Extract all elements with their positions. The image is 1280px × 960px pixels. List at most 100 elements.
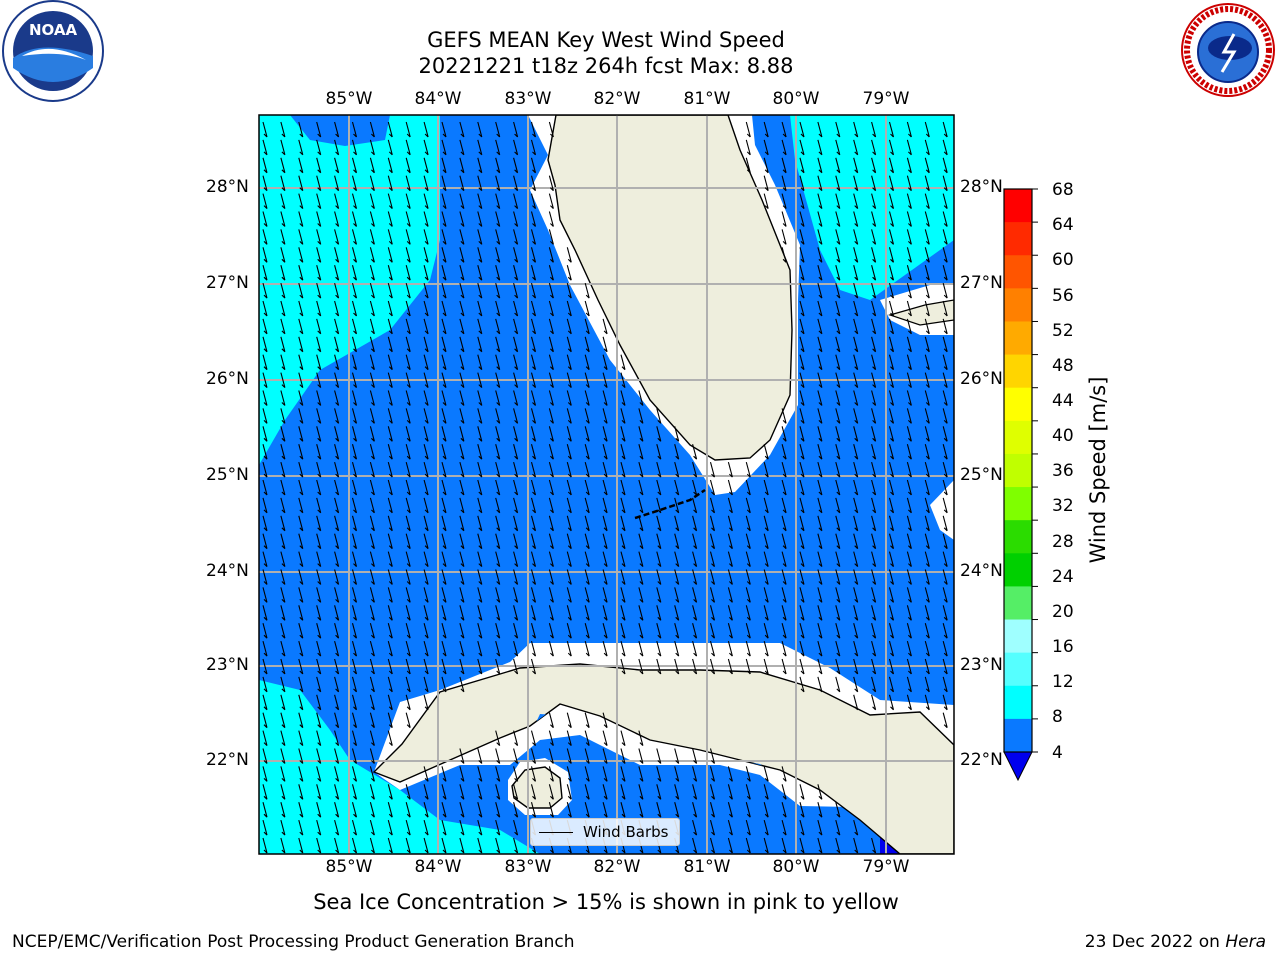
wind-barb	[477, 497, 483, 514]
lat-label-right-28n: 28°N	[960, 177, 1003, 197]
wind-barb	[692, 837, 698, 854]
wind-barb	[334, 265, 340, 281]
wind-barb	[298, 730, 304, 746]
wind-barb	[817, 658, 823, 675]
wind-barb	[369, 426, 375, 442]
wind-barb	[316, 193, 322, 209]
wind-barb	[334, 623, 340, 639]
wind-barb	[817, 551, 823, 567]
wind-barb	[871, 336, 877, 353]
wind-barb	[942, 551, 948, 567]
wind-barb	[280, 247, 286, 263]
wind-barb	[351, 748, 358, 764]
wind-barb	[477, 766, 483, 782]
wind-barb	[459, 282, 465, 299]
wind-barb	[459, 121, 465, 138]
wind-barb	[334, 229, 340, 245]
wind-barb	[459, 372, 465, 388]
wind-barb	[477, 748, 483, 764]
wind-barb	[817, 426, 823, 442]
wind-barb	[835, 121, 841, 138]
wind-barb	[495, 426, 501, 442]
wind-barb	[387, 802, 393, 818]
wind-barb	[316, 802, 322, 818]
wind-barb	[513, 605, 519, 621]
wind-barb	[262, 300, 268, 317]
wind-barb	[888, 139, 895, 156]
wind-barb	[566, 408, 572, 424]
wind-barb	[387, 497, 393, 514]
wind-barb	[387, 229, 393, 245]
wind-barb	[620, 515, 626, 532]
wind-barb	[495, 247, 501, 263]
wind-barb	[727, 479, 733, 496]
wind-barb	[924, 139, 930, 156]
wind-barb	[763, 479, 769, 496]
wind-barb	[799, 300, 805, 317]
wind-barb	[334, 121, 340, 138]
wind-barb	[441, 551, 447, 567]
wind-barb	[387, 193, 393, 209]
wind-barb	[477, 229, 483, 245]
wind-barb	[817, 175, 823, 192]
lat-label-right-24n: 24°N	[960, 561, 1003, 581]
wind-barb	[405, 676, 411, 693]
wind-barb	[298, 175, 304, 192]
wind-barb	[656, 479, 662, 496]
wind-barb	[674, 515, 680, 532]
wind-barb	[513, 640, 519, 657]
wind-barb	[387, 372, 393, 388]
wind-barb	[316, 730, 322, 746]
wind-barb	[423, 121, 429, 138]
wind-barb	[656, 533, 662, 550]
wind-barb	[387, 712, 393, 729]
wind-barb	[423, 515, 429, 532]
wind-barb	[513, 658, 519, 675]
wind-barb	[316, 426, 322, 442]
wind-barb	[566, 623, 572, 639]
wind-barb	[942, 497, 948, 514]
wind-barb	[942, 479, 948, 496]
wind-barb	[799, 587, 805, 603]
wind-barb	[351, 157, 358, 174]
wind-barb	[906, 390, 912, 406]
wind-barb	[459, 318, 465, 335]
wind-barb	[871, 390, 877, 406]
wind-barb	[459, 336, 465, 353]
wind-barb	[495, 265, 501, 281]
wind-barb	[477, 819, 483, 836]
wind-barb	[584, 318, 590, 335]
wind-barb	[298, 533, 304, 550]
wind-barb	[369, 265, 375, 281]
wind-barb	[620, 479, 626, 496]
wind-barb	[459, 175, 465, 192]
colorbar-segment	[1004, 685, 1032, 720]
wind-barb	[871, 551, 877, 567]
wind-barb	[817, 497, 823, 514]
wind-barb	[423, 461, 429, 478]
wind-barb	[745, 587, 751, 603]
wind-barb	[584, 515, 590, 532]
wind-barb	[692, 479, 698, 496]
wind-barb	[369, 587, 375, 603]
wind-barb	[763, 139, 769, 156]
wind-barb	[566, 444, 572, 460]
wind-barb	[674, 569, 680, 585]
wind-barb	[530, 605, 537, 621]
wind-barb	[566, 247, 572, 263]
wind-barb	[441, 157, 447, 174]
wind-barb	[817, 802, 823, 818]
wind-barb	[369, 211, 375, 227]
wind-barb	[674, 551, 680, 567]
wind-barb	[906, 193, 912, 209]
wind-barb	[924, 676, 930, 693]
wind-barb	[853, 247, 859, 263]
wind-barb	[495, 640, 501, 657]
wind-barb	[405, 426, 411, 442]
wind-barb	[548, 497, 554, 514]
wind-barb	[853, 390, 859, 406]
florida-keys	[634, 488, 706, 520]
wind-barb	[602, 515, 608, 532]
wind-barb	[405, 623, 411, 639]
